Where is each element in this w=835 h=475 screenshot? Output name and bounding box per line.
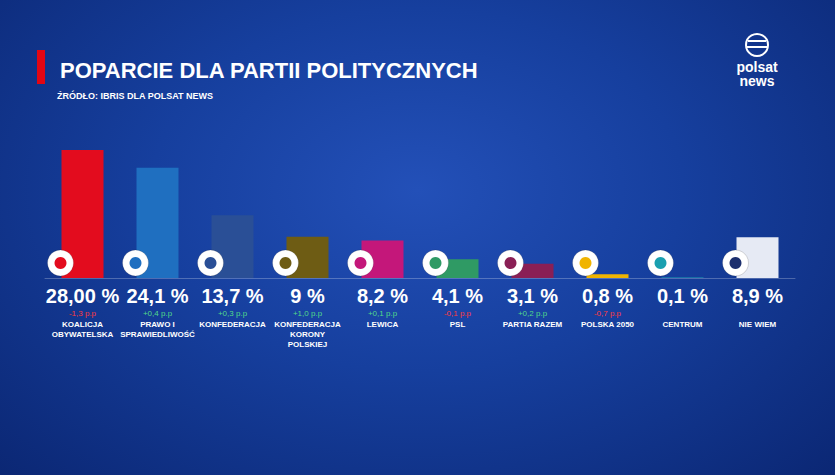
svg-text:9 %: 9 % [290,285,325,307]
svg-text:POLSKA 2050: POLSKA 2050 [581,320,635,329]
svg-text:+0,4 p.p: +0,4 p.p [143,309,173,318]
svg-text:OBYWATELSKA: OBYWATELSKA [52,330,114,339]
svg-text:PARTIA RAZEM: PARTIA RAZEM [503,320,563,329]
svg-text:+1,0 p.p: +1,0 p.p [293,309,323,318]
svg-text:0,8 %: 0,8 % [582,285,633,307]
svg-text:24,1 %: 24,1 % [126,285,188,307]
svg-text:KONFEDERACJA: KONFEDERACJA [199,320,266,329]
svg-text:KONFEDERACJA: KONFEDERACJA [274,320,341,329]
svg-text:+0,3 p.p: +0,3 p.p [218,309,248,318]
svg-text:polsat: polsat [736,59,778,75]
svg-text:PRAWO I: PRAWO I [140,320,175,329]
svg-text:8,9 %: 8,9 % [732,285,783,307]
svg-text:-0,1 p.p: -0,1 p.p [444,309,472,318]
svg-text:PSL: PSL [450,320,466,329]
svg-text:NIE WIEM: NIE WIEM [739,320,777,329]
svg-text:CENTRUM: CENTRUM [663,320,703,329]
svg-text:28,00 %: 28,00 % [46,285,120,307]
svg-text:8,2 %: 8,2 % [357,285,408,307]
svg-text:+0,1 p.p: +0,1 p.p [368,309,398,318]
svg-text:LEWICA: LEWICA [367,320,399,329]
svg-text:SPRAWIEDLIWOŚĆ: SPRAWIEDLIWOŚĆ [120,330,195,339]
svg-text:-1,3 p.p: -1,3 p.p [69,309,97,318]
svg-text:+0,2 p.p: +0,2 p.p [518,309,548,318]
svg-text:KOALICJA: KOALICJA [62,320,103,329]
svg-text:POLSKIEJ: POLSKIEJ [288,340,328,349]
svg-text:news: news [739,73,774,89]
svg-text:3,1 %: 3,1 % [507,285,558,307]
svg-text:13,7 %: 13,7 % [201,285,263,307]
svg-text:4,1 %: 4,1 % [432,285,483,307]
svg-text:ŹRÓDŁO: IBRIS DLA POLSAT NEWS: ŹRÓDŁO: IBRIS DLA POLSAT NEWS [57,90,213,101]
svg-text:KORONY: KORONY [290,330,326,339]
svg-text:-0,7 p.p: -0,7 p.p [594,309,622,318]
svg-text:POPARCIE DLA PARTII POLITYCZNY: POPARCIE DLA PARTII POLITYCZNYCH [60,58,478,83]
svg-text:0,1 %: 0,1 % [657,285,708,307]
